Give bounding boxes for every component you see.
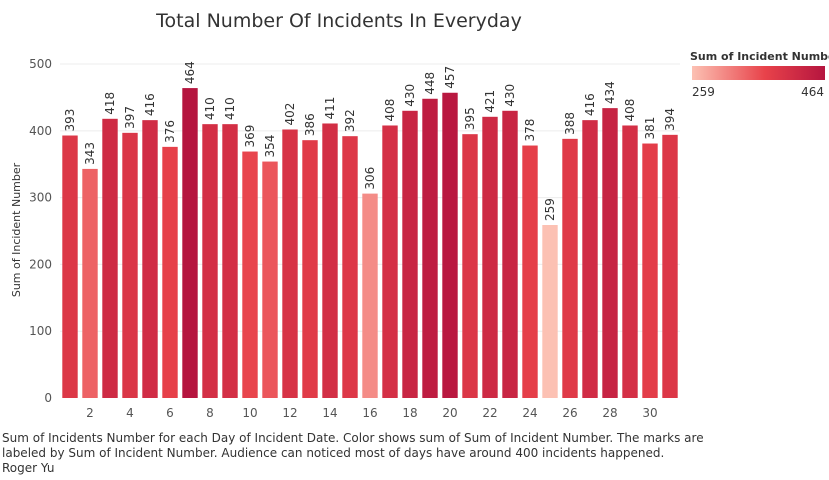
x-tick-label: 12 <box>282 406 297 420</box>
y-tick-label: 200 <box>29 257 52 271</box>
data-label: 434 <box>603 81 617 104</box>
data-label: 408 <box>623 99 637 122</box>
caption-author: Roger Yu <box>2 461 55 475</box>
data-label: 416 <box>143 93 157 116</box>
data-label: 259 <box>543 198 557 221</box>
data-label: 369 <box>243 125 257 148</box>
data-label: 376 <box>163 120 177 143</box>
x-tick-label: 2 <box>86 406 94 420</box>
bar-day-7[interactable] <box>182 88 198 399</box>
bar-day-26[interactable] <box>562 138 578 398</box>
chart-title: Total Number Of Incidents In Everyday <box>155 10 522 32</box>
x-tick-label: 6 <box>166 406 174 420</box>
x-tick-label: 10 <box>242 406 257 420</box>
bar-day-6[interactable] <box>162 146 178 398</box>
bars <box>62 88 678 399</box>
x-tick-label: 20 <box>442 406 457 420</box>
bar-day-27[interactable] <box>582 120 598 398</box>
bar-day-14[interactable] <box>322 123 338 398</box>
y-tick-label: 0 <box>44 391 52 405</box>
y-axis-label: Sum of Incident Number <box>10 162 23 297</box>
bar-day-9[interactable] <box>222 124 238 398</box>
bar-day-23[interactable] <box>502 110 518 398</box>
bar-day-24[interactable] <box>522 145 538 398</box>
x-tick-label: 14 <box>322 406 337 420</box>
bar-day-29[interactable] <box>622 125 638 399</box>
legend-max-label: 464 <box>801 85 824 99</box>
x-tick-label: 16 <box>362 406 377 420</box>
data-label: 306 <box>363 167 377 190</box>
data-label: 410 <box>203 97 217 120</box>
x-axis-ticks: 2 4 6 8 10 12 14 16 18 20 22 24 26 28 30 <box>86 406 657 420</box>
data-labels: 393 343 418 397 416 376 464 410 410 369 354 402 386 4… <box>63 61 677 221</box>
data-label: 381 <box>643 117 657 140</box>
y-axis-ticks: 0 100 200 300 400 500 <box>29 57 52 405</box>
bar-day-28[interactable] <box>602 108 618 398</box>
bar-day-25[interactable] <box>542 225 558 398</box>
data-label: 410 <box>223 97 237 120</box>
bar-day-31[interactable] <box>662 134 678 398</box>
legend-min-label: 259 <box>692 85 715 99</box>
y-tick-label: 100 <box>29 324 52 338</box>
data-label: 411 <box>323 97 337 120</box>
incidents-bar-chart: Total Number Of Incidents In Everyday 0 1… <box>10 10 829 420</box>
data-label: 402 <box>283 103 297 126</box>
data-label: 430 <box>403 84 417 107</box>
bar-day-21[interactable] <box>462 134 478 399</box>
bar-day-3[interactable] <box>102 118 118 398</box>
data-label: 448 <box>423 72 437 95</box>
bar-day-16[interactable] <box>362 193 378 398</box>
caption-line-2: labeled by Sum of Incident Number. Audie… <box>2 446 665 460</box>
x-tick-label: 24 <box>522 406 537 420</box>
x-tick-label: 8 <box>206 406 214 420</box>
bar-day-18[interactable] <box>402 110 418 398</box>
x-tick-label: 30 <box>642 406 657 420</box>
data-label: 393 <box>63 109 77 132</box>
data-label: 416 <box>583 93 597 116</box>
x-tick-label: 22 <box>482 406 497 420</box>
data-label: 343 <box>83 142 97 165</box>
y-tick-label: 400 <box>29 124 52 138</box>
data-label: 457 <box>443 66 457 89</box>
legend-gradient-bar <box>692 66 825 80</box>
bar-day-20[interactable] <box>442 92 458 399</box>
data-label: 418 <box>103 92 117 115</box>
bar-day-15[interactable] <box>342 136 358 398</box>
x-tick-label: 18 <box>402 406 417 420</box>
data-label: 464 <box>183 61 197 84</box>
y-tick-label: 300 <box>29 191 52 205</box>
chart-caption: Sum of Incidents Number for each Day of … <box>2 431 822 476</box>
bar-day-4[interactable] <box>122 132 138 398</box>
bar-day-30[interactable] <box>642 143 658 398</box>
data-label: 388 <box>563 112 577 135</box>
data-label: 408 <box>383 99 397 122</box>
legend-title: Sum of Incident Number <box>690 50 829 63</box>
x-tick-label: 28 <box>602 406 617 420</box>
data-label: 354 <box>263 135 277 158</box>
bar-day-12[interactable] <box>282 129 298 399</box>
bar-day-17[interactable] <box>382 125 398 399</box>
bar-day-22[interactable] <box>482 116 498 398</box>
data-label: 430 <box>503 84 517 107</box>
data-label: 395 <box>463 107 477 130</box>
x-tick-label: 26 <box>562 406 577 420</box>
caption-line-1: Sum of Incidents Number for each Day of … <box>2 431 704 445</box>
data-label: 394 <box>663 108 677 131</box>
bar-day-13[interactable] <box>302 140 318 398</box>
data-label: 421 <box>483 90 497 113</box>
bar-day-11[interactable] <box>262 161 278 398</box>
bar-day-1[interactable] <box>62 135 78 398</box>
color-legend: Sum of Incident Number 259 464 <box>690 50 829 99</box>
bar-day-19[interactable] <box>422 98 438 399</box>
data-label: 392 <box>343 109 357 132</box>
bar-day-10[interactable] <box>242 151 258 398</box>
bar-day-2[interactable] <box>82 168 98 398</box>
bar-day-5[interactable] <box>142 120 158 398</box>
y-tick-label: 500 <box>29 57 52 71</box>
data-label: 386 <box>303 113 317 136</box>
data-label: 397 <box>123 106 137 129</box>
bar-day-8[interactable] <box>202 124 218 398</box>
data-label: 378 <box>523 119 537 142</box>
x-tick-label: 4 <box>126 406 134 420</box>
